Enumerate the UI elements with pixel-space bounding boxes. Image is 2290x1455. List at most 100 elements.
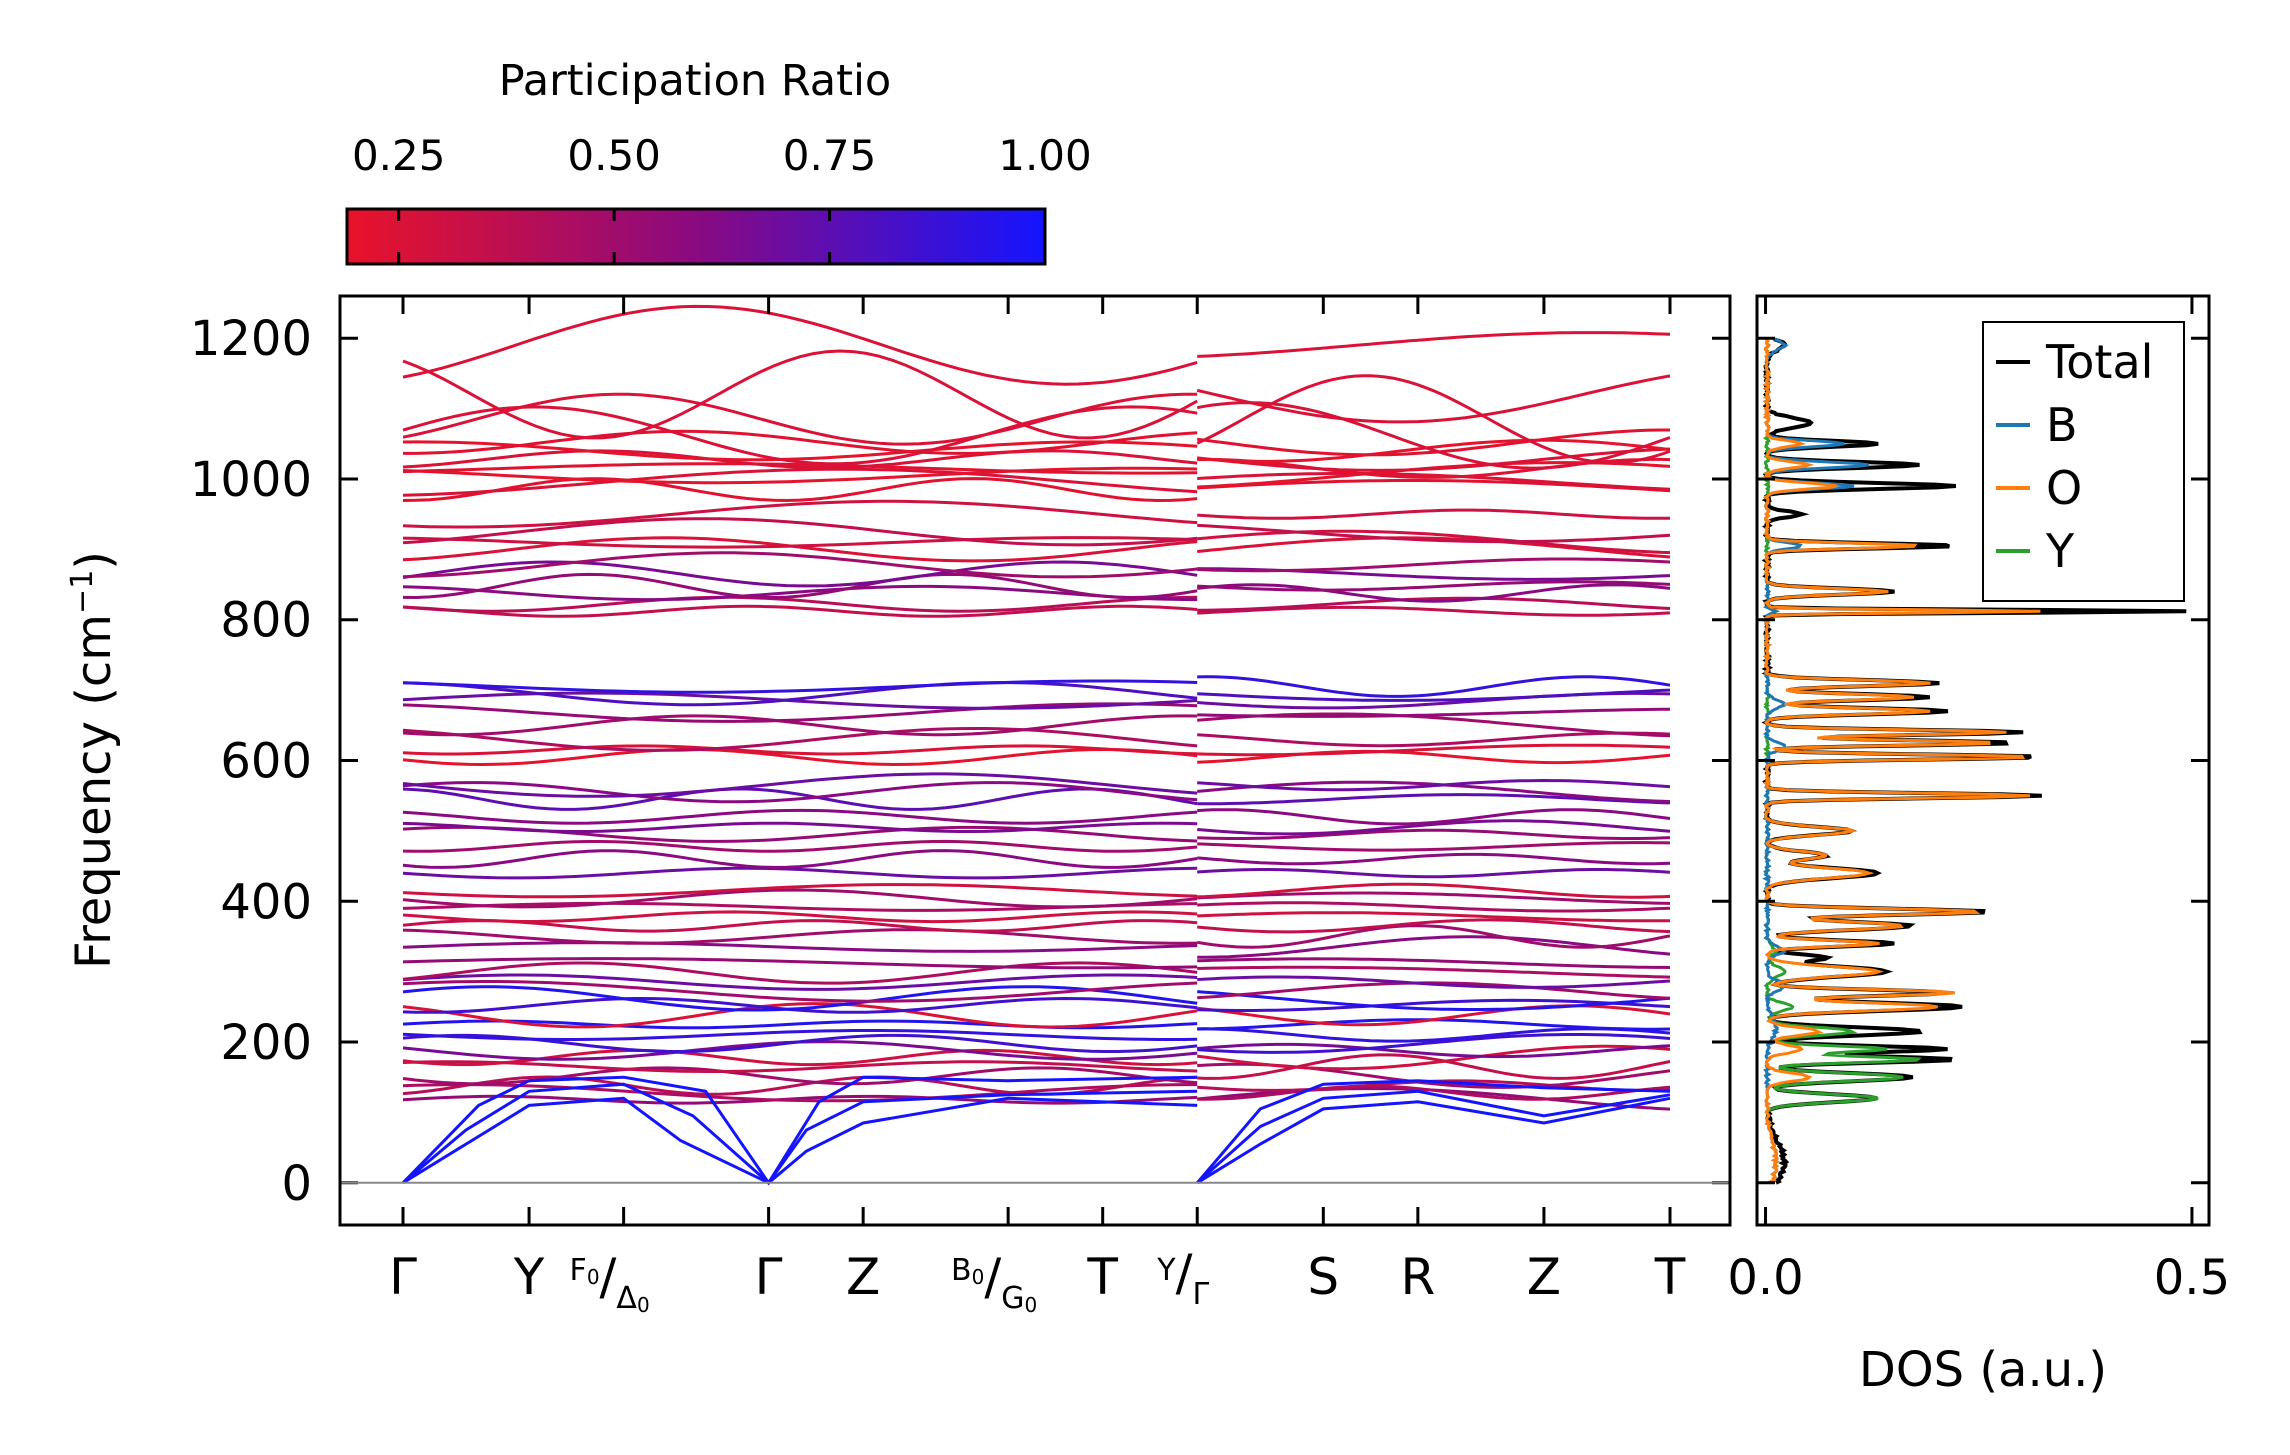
- band-acoustic-3b: [1196, 1079, 1671, 1184]
- band-optical-61: [402, 304, 1198, 386]
- kpoint-label: S: [1307, 1248, 1339, 1306]
- band-optical-24: [1197, 868, 1671, 879]
- kpoint-label: Γ: [755, 1248, 783, 1306]
- band-optical-39: [1197, 688, 1671, 702]
- band-optical-1: [402, 1083, 1198, 1103]
- kpoint-top-sub: 0: [972, 1265, 985, 1289]
- band-optical-17: [402, 941, 1198, 953]
- kpoint-slash: /: [1176, 1244, 1193, 1302]
- band-optical-56: [1197, 438, 1671, 463]
- kpoint-top: F: [570, 1253, 587, 1288]
- band-structure-panel: 0 200 400 600 800 1000 1200 Frequency (cm−1) Γ…: [65, 294, 1732, 1317]
- band-optical-4: [402, 1060, 1198, 1073]
- band-optical-28: [402, 821, 1198, 833]
- band-optical-30: [1197, 793, 1671, 806]
- band-optical-35: [402, 727, 1198, 752]
- kpoint-top: B: [951, 1253, 972, 1288]
- kpoint-label-split: Y/Γ: [1156, 1244, 1209, 1312]
- band-optical-55: [402, 449, 1198, 470]
- band-optical-5: [1197, 1044, 1671, 1071]
- band-optical-60: [1196, 374, 1671, 424]
- band-optical-14: [1197, 975, 1671, 989]
- kpoint-labels: Γ Y F0/Δ0 Γ Z B0/G0 T Y/Γ S R Z T: [389, 1244, 1686, 1317]
- band-acoustic-1: [402, 1096, 1198, 1185]
- band-optical-23: [402, 883, 1198, 899]
- band-optical-44: [402, 572, 1198, 600]
- band-ytick-label: 800: [220, 593, 312, 649]
- colorbar-tick-label: 0.25: [352, 131, 446, 180]
- colorbar-tick-label: 0.75: [783, 131, 877, 180]
- dos-xlabel: DOS (a.u.): [1859, 1342, 2107, 1398]
- band-optical-37: [1197, 707, 1671, 718]
- band-optical-34: [1197, 743, 1671, 757]
- colorbar-label: Participation Ratio: [499, 56, 892, 106]
- band-optical-9: [1197, 1018, 1671, 1031]
- kpoint-label: T: [1654, 1248, 1686, 1306]
- band-optical-46: [1197, 557, 1671, 573]
- band-optical-26: [402, 839, 1198, 853]
- kpoint-slash: /: [984, 1248, 1001, 1306]
- band-optical-55: [1197, 447, 1671, 472]
- band-optical-1: [1197, 1084, 1671, 1101]
- band-acoustic-1b: [1196, 1096, 1671, 1185]
- band-optical-36: [402, 714, 1198, 737]
- band-optical-59: [1196, 374, 1671, 465]
- band-ytick-label: 400: [220, 874, 312, 930]
- kpoint-slash: /: [600, 1248, 617, 1306]
- colorbar-gradient: [345, 207, 1047, 266]
- band-optical-35: [1197, 731, 1671, 748]
- band-optical-56: [402, 440, 1198, 462]
- colorbar-tick-label: 0.50: [567, 131, 661, 180]
- band-optical-57: [1197, 428, 1670, 457]
- band-optical-39: [402, 680, 1198, 707]
- band-optical-7: [1197, 1033, 1671, 1054]
- kpath-ticks: [401, 296, 1672, 1225]
- band-optical-43: [402, 584, 1198, 602]
- band-optical-50: [402, 499, 1198, 529]
- band-optical-37: [402, 702, 1198, 723]
- band-optical-8: [402, 1029, 1198, 1041]
- band-optical-51: [402, 477, 1198, 503]
- kpoint-label: R: [1400, 1248, 1435, 1306]
- band-optical-46: [402, 551, 1198, 579]
- legend-label-total: Total: [2045, 335, 2153, 389]
- band-optical-48: [402, 536, 1198, 549]
- band-optical-54: [402, 462, 1198, 475]
- band-ytick-label: 200: [220, 1015, 312, 1071]
- band-optical-40: [402, 679, 1198, 694]
- band-optical-20: [402, 910, 1198, 924]
- band-optical-11: [402, 996, 1198, 1014]
- band-optical-53: [402, 466, 1198, 485]
- colorbar: Participation Ratio 0.25 0.50 0.75 1.00: [345, 56, 1092, 266]
- band-ytick-label: 600: [220, 734, 312, 790]
- band-optical-22: [402, 888, 1198, 909]
- band-ytick-label: 1200: [190, 311, 312, 367]
- band-optical-49: [402, 517, 1198, 547]
- band-optical-12: [1197, 990, 1671, 1011]
- band-ytick-label: 1000: [190, 452, 312, 508]
- kpoint-bottom-sub: 0: [1024, 1293, 1037, 1317]
- band-optical-29: [1197, 808, 1671, 826]
- kpoint-bottom: Γ: [1192, 1277, 1209, 1312]
- band-optical-28: [1197, 819, 1671, 836]
- band-optical-43: [1197, 583, 1671, 603]
- band-optical-18: [402, 928, 1198, 945]
- band-y-ticks: 0 200 400 600 800 1000 1200: [190, 311, 1730, 1212]
- dos-axes-frame: [1755, 294, 2211, 1227]
- band-optical-31: [402, 781, 1198, 804]
- band-optical-15: [1197, 965, 1671, 979]
- band-axes-frame: [338, 294, 1732, 1227]
- band-optical-4: [1197, 1053, 1671, 1080]
- band-lines: [401, 304, 1671, 1186]
- band-optical-57: [403, 429, 1198, 455]
- band-optical-6: [1197, 1042, 1671, 1059]
- band-acoustic-3: [401, 1075, 1198, 1186]
- band-optical-13: [402, 980, 1198, 1003]
- kpoint-label-split: B0/G0: [951, 1248, 1037, 1317]
- band-optical-18: [1196, 924, 1671, 949]
- kpoint-label: T: [1086, 1248, 1118, 1306]
- band-optical-42: [1197, 596, 1671, 612]
- band-optical-33: [1197, 749, 1671, 765]
- band-optical-10: [402, 1002, 1198, 1029]
- band-optical-41: [402, 604, 1198, 618]
